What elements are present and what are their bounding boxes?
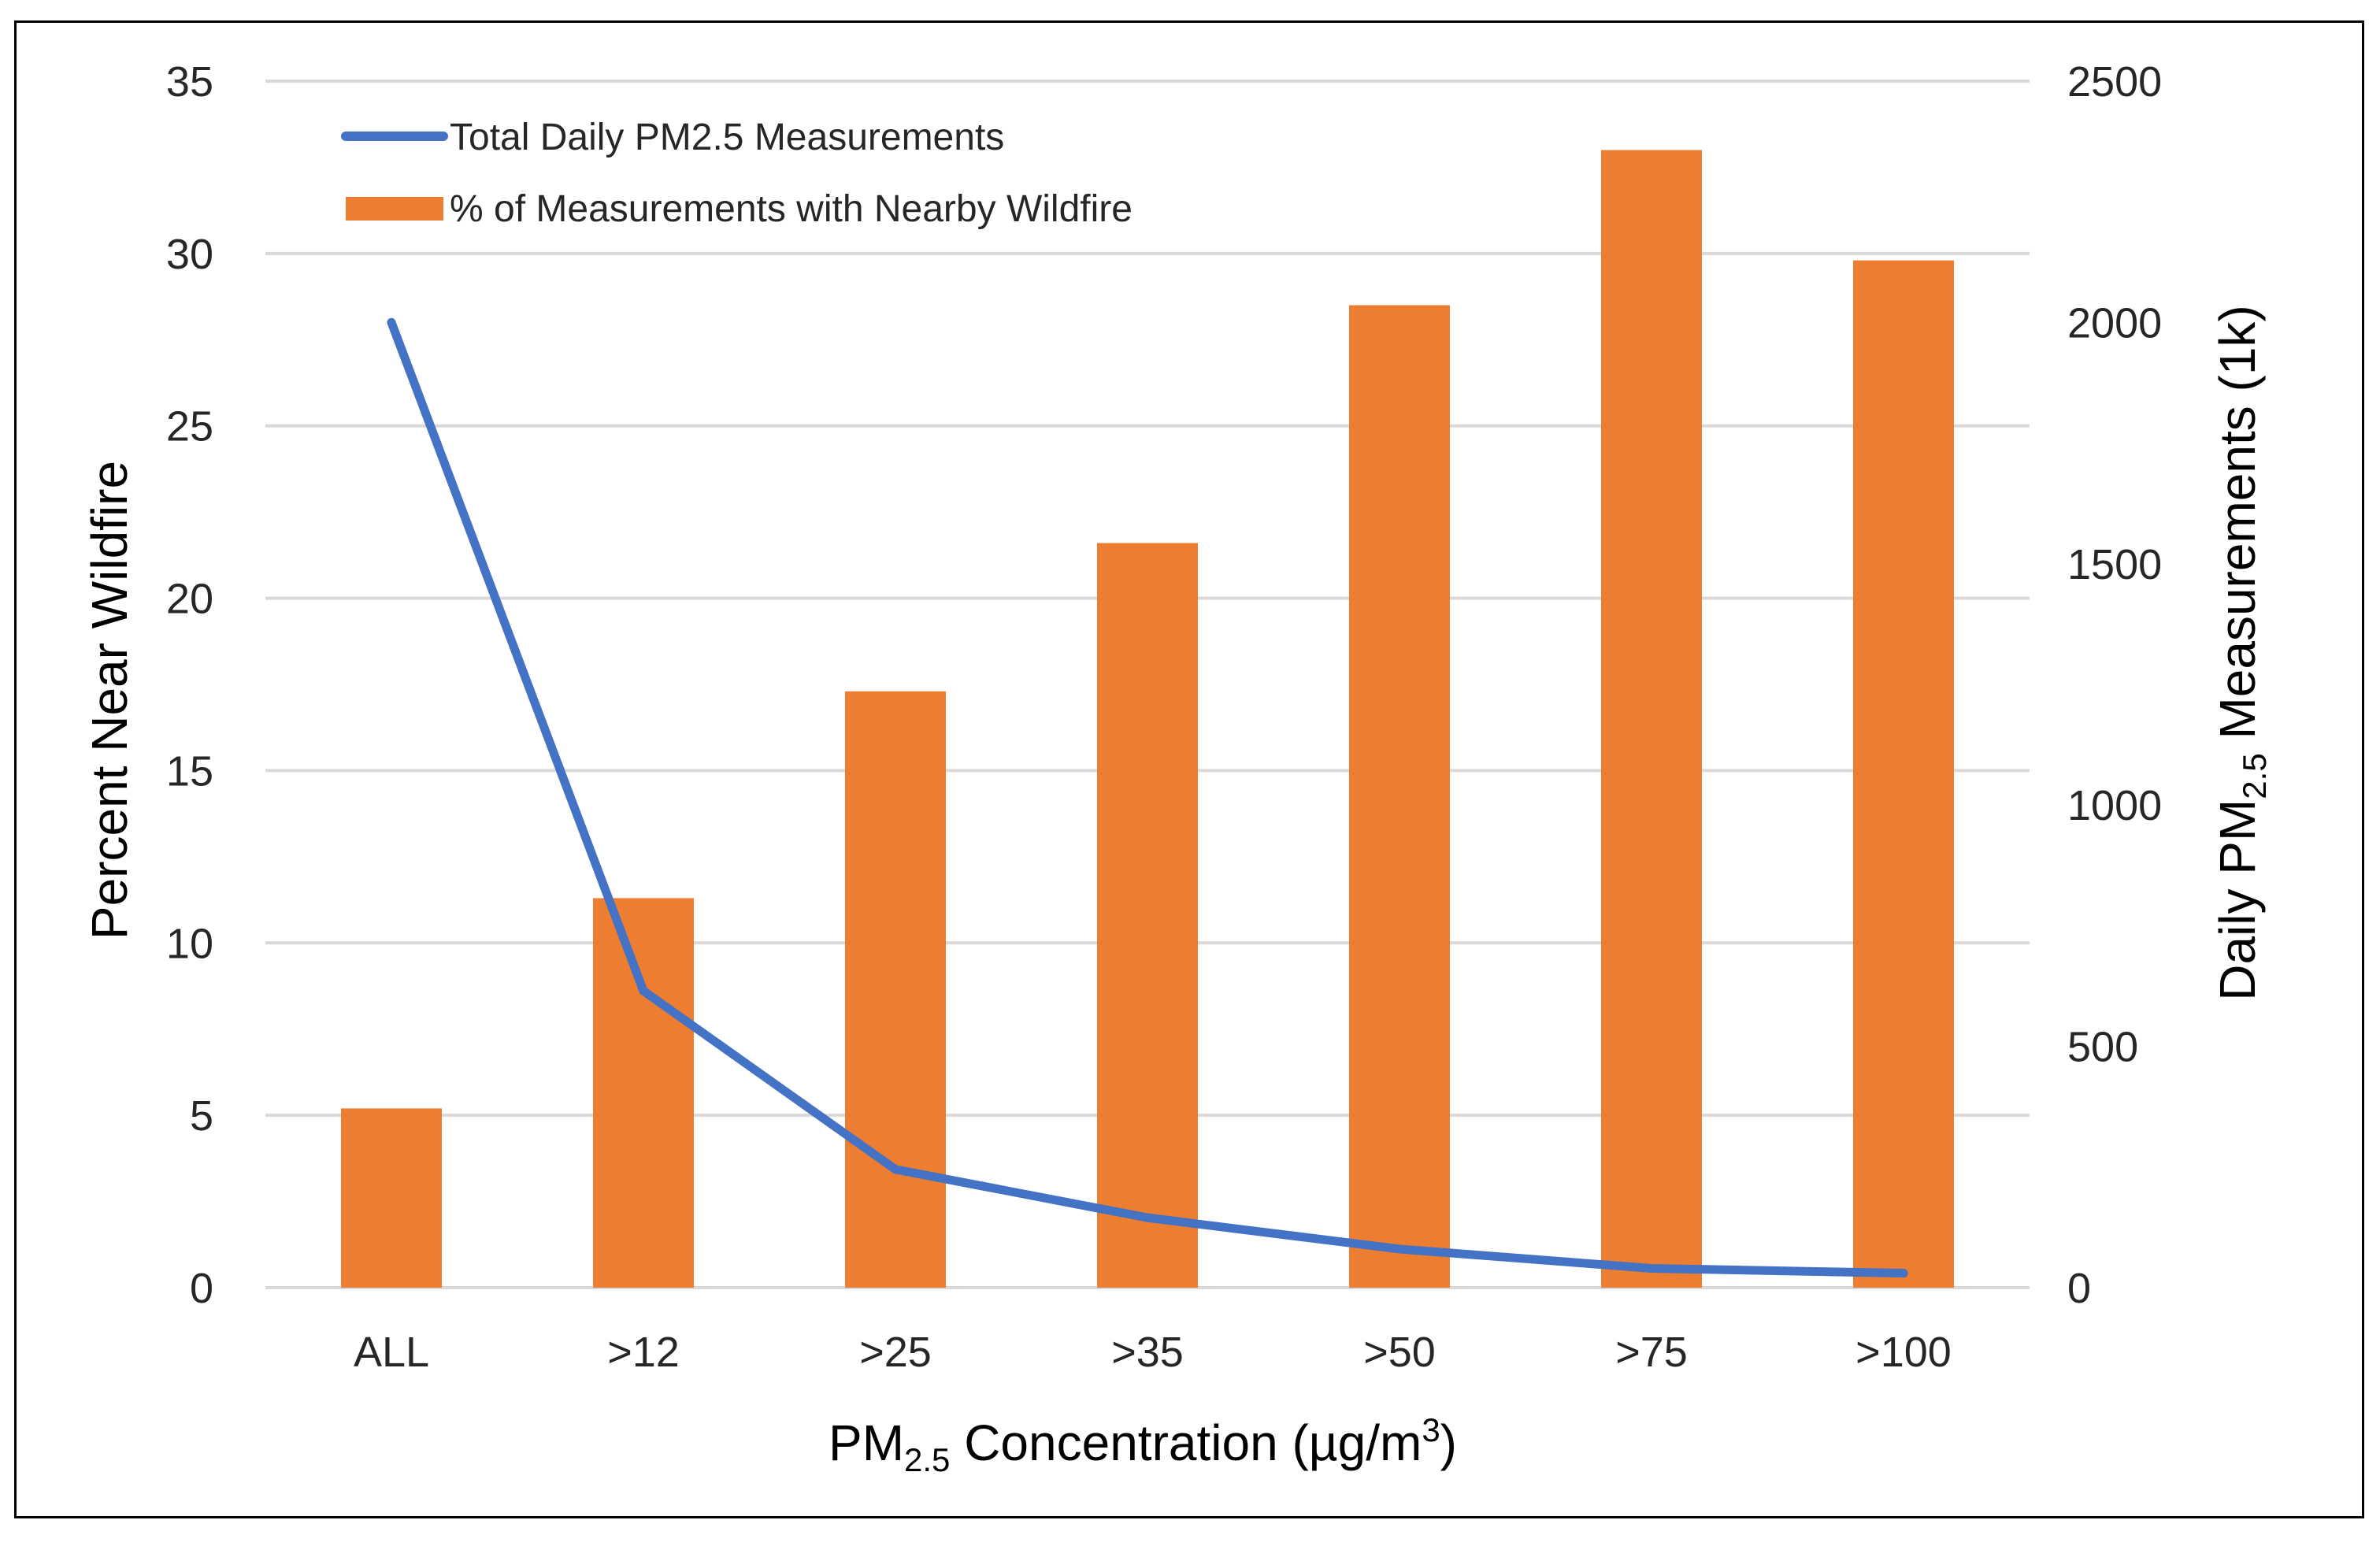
bar (1853, 260, 1954, 1288)
x-tick-label: >25 (859, 1329, 932, 1376)
x-tick-label: ALL (354, 1329, 429, 1376)
legend-label-bar: % of Measurements with Nearby Wildfire (450, 188, 1133, 230)
left-axis-ticks: 0 5 10 15 20 25 30 35 (166, 58, 213, 1312)
right-tick-label: 1500 (2067, 541, 2162, 588)
legend: Total Daily PM2.5 Measurements % of Meas… (341, 117, 1133, 230)
x-axis-title-superscript: 3 (1422, 1411, 1440, 1448)
x-tick-label: >50 (1363, 1329, 1436, 1376)
line-point (1395, 1244, 1404, 1254)
line-point (1647, 1263, 1656, 1273)
left-tick-label: 10 (166, 920, 213, 967)
line-point (387, 317, 396, 327)
x-axis-ticks: ALL >12 >25 >35 >50 >75 >100 (354, 1329, 1952, 1376)
x-tick-label: >100 (1855, 1329, 1952, 1376)
bar (1349, 305, 1450, 1288)
left-tick-label: 25 (166, 403, 213, 450)
bar (845, 691, 946, 1288)
chart-svg: 0 5 10 15 20 25 30 35 0 500 1000 1500 2000 2500 ALL >… (81, 58, 2273, 1478)
right-tick-label: 2000 (2067, 299, 2162, 347)
right-axis-title-subscript: 2.5 (2236, 753, 2273, 799)
right-axis-ticks: 0 500 1000 1500 2000 2500 (2067, 58, 2162, 1312)
chart-frame: 0 5 10 15 20 25 30 35 0 500 1000 1500 2000 2500 ALL >… (14, 20, 2364, 1518)
legend-label-line: Total Daily PM2.5 Measurements (450, 117, 1004, 158)
x-tick-label: >75 (1615, 1329, 1688, 1376)
line-point (639, 986, 648, 995)
right-tick-label: 1000 (2067, 782, 2162, 829)
left-tick-label: 0 (190, 1265, 213, 1312)
x-tick-label: >35 (1111, 1329, 1184, 1376)
left-tick-label: 15 (166, 747, 213, 795)
bar-series (341, 150, 1954, 1288)
bar (1601, 150, 1702, 1288)
right-axis-title: Daily PM2.5 Measurements (1k) (2209, 305, 2273, 1000)
left-axis-title: Percent Near Wildfire (81, 461, 138, 940)
line-point (891, 1165, 900, 1174)
x-axis-title-subscript: 2.5 (904, 1441, 950, 1478)
right-tick-label: 2500 (2067, 58, 2162, 106)
right-axis-title-suffix: Measurements (1k) (2209, 305, 2266, 753)
line-point (1899, 1269, 1908, 1278)
left-tick-label: 30 (166, 231, 213, 278)
x-tick-label: >12 (607, 1329, 680, 1376)
x-axis-title: PM2.5 Concentration (µg/m3) (829, 1411, 1457, 1478)
bar (593, 898, 694, 1288)
right-axis-title-prefix: Daily PM (2209, 799, 2266, 1001)
left-tick-label: 20 (166, 576, 213, 623)
x-axis-title-suffix: ) (1440, 1414, 1457, 1471)
right-tick-label: 500 (2067, 1024, 2138, 1071)
line-point (1143, 1213, 1152, 1222)
bar (341, 1108, 442, 1288)
x-axis-title-prefix: PM (829, 1414, 904, 1471)
line-series (387, 317, 1908, 1278)
legend-bar-swatch (346, 197, 443, 221)
x-axis-title-middle: Concentration (µg/m (950, 1414, 1422, 1471)
left-tick-label: 35 (166, 58, 213, 106)
right-tick-label: 0 (2067, 1265, 2091, 1312)
bar (1097, 543, 1198, 1288)
left-tick-label: 5 (190, 1092, 213, 1140)
